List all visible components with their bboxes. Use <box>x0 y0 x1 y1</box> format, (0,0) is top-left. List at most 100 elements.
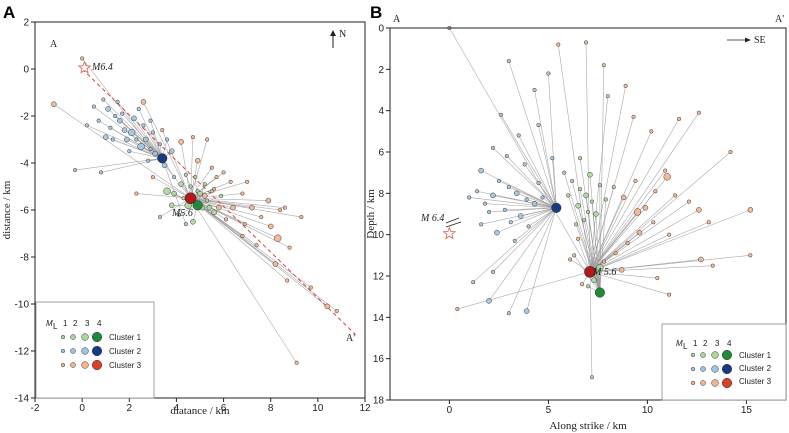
event-cluster-2-14 <box>526 224 531 229</box>
event-cluster-3-16 <box>651 220 656 225</box>
y-tick-label-8: 16 <box>373 354 385 365</box>
event-cluster-3-17 <box>282 205 287 210</box>
event-cluster-1-4 <box>575 202 581 209</box>
m64-arrow-line-1 <box>445 217 460 224</box>
event-cluster-1-2 <box>197 190 203 197</box>
link-cluster-2-34 <box>552 158 557 208</box>
link-cluster-2-12 <box>488 207 557 213</box>
legend-cluster-3-mag-1 <box>690 380 696 386</box>
mainshock-m64-star <box>77 60 92 74</box>
event-cluster-2-31 <box>490 269 496 274</box>
event-cluster-3-38 <box>568 257 573 262</box>
event-cluster-3-17 <box>636 229 643 236</box>
event-cluster-1-0 <box>570 178 575 183</box>
link-cluster-2-26 <box>138 108 163 159</box>
x-tick-label-2: 2 <box>127 403 133 414</box>
legend-cluster-1-mag-2 <box>700 352 706 358</box>
legend-ml-label: M <box>46 319 53 328</box>
event-cluster-3-10 <box>706 220 711 225</box>
event-cluster-3-29 <box>134 191 139 196</box>
link-cluster-3-33 <box>589 112 700 273</box>
event-cluster-3-39 <box>580 282 585 287</box>
event-cluster-3-23 <box>285 278 290 283</box>
link-cluster-3-29 <box>136 193 191 199</box>
event-cluster-2-30 <box>523 308 530 314</box>
link-cluster-3-35 <box>589 211 638 273</box>
event-cluster-3-16 <box>299 215 304 220</box>
event-cluster-2-21 <box>110 137 115 142</box>
event-cluster-3-34 <box>140 99 147 105</box>
event-cluster-3-21 <box>601 259 606 264</box>
link-cluster-3-5 <box>190 160 198 199</box>
event-cluster-1-4 <box>171 190 177 197</box>
event-cluster-1-18 <box>601 63 606 68</box>
y-tick-label-8: 2 <box>23 18 29 29</box>
event-cluster-3-19 <box>613 251 618 256</box>
event-cluster-2-15 <box>131 115 137 122</box>
event-cluster-2-25 <box>84 123 89 128</box>
event-cluster-1-15 <box>585 284 591 289</box>
event-cluster-1-11 <box>176 212 181 217</box>
link-cluster-3-23 <box>190 198 288 281</box>
event-cluster-1-7 <box>209 189 214 194</box>
event-cluster-2-35 <box>157 153 168 164</box>
event-cluster-1-12 <box>190 219 196 225</box>
link-cluster-2-7 <box>485 203 557 209</box>
event-cluster-2-12 <box>486 209 492 214</box>
legend-mag-3: 3 <box>715 339 720 348</box>
event-cluster-3-27 <box>583 40 589 45</box>
event-cluster-3-34 <box>663 173 671 181</box>
mainshock-m64-star-icon <box>442 226 457 240</box>
event-cluster-1-19 <box>578 156 583 161</box>
legend-cluster-2-mag-2 <box>700 366 706 372</box>
link-cluster-3-7 <box>589 195 676 273</box>
event-cluster-2-0 <box>101 97 106 102</box>
link-cluster-2-21 <box>518 135 557 208</box>
event-cluster-2-8 <box>134 137 139 142</box>
x-tick-label-3: 4 <box>174 403 180 414</box>
x-tick-label-7: 12 <box>359 403 371 414</box>
link-cluster-3-19 <box>190 197 234 208</box>
legend-cluster-3: Cluster 3 <box>109 361 142 370</box>
legend-cluster-3-mag-4 <box>91 359 103 371</box>
event-cluster-2-16 <box>120 111 125 116</box>
event-cluster-3-7 <box>673 193 678 198</box>
link-cluster-3-36 <box>589 265 713 273</box>
event-cluster-2-4 <box>531 200 538 207</box>
link-cluster-2-25 <box>86 125 163 159</box>
link-cluster-2-31 <box>150 120 163 159</box>
event-cluster-2-10 <box>143 136 149 143</box>
event-cluster-1-9 <box>163 187 171 195</box>
event-cluster-2-7 <box>124 136 130 143</box>
panel-a: A -2 0 2 4 6 8 10 12 -14-12-10-8-6-4-202 diatan… <box>1 3 371 417</box>
event-cluster-3-24 <box>589 375 595 380</box>
event-cluster-1-19 <box>181 196 186 201</box>
event-cluster-3-9 <box>228 179 233 184</box>
event-cluster-3-13 <box>267 223 274 230</box>
event-cluster-2-15 <box>494 229 500 236</box>
event-cluster-3-1 <box>51 101 57 107</box>
event-cluster-1-6 <box>593 211 599 217</box>
event-cluster-1-9 <box>587 171 593 178</box>
event-cluster-1-10 <box>597 183 602 188</box>
y-tick-label-2: 4 <box>378 106 384 117</box>
legend-mag-2: 2 <box>73 319 78 328</box>
event-cluster-3-26 <box>334 309 339 314</box>
legend-cluster-3: Cluster 3 <box>739 377 772 386</box>
event-cluster-3-1 <box>611 185 616 190</box>
event-cluster-2-22 <box>96 118 101 123</box>
event-cluster-2-20 <box>146 158 151 163</box>
event-cluster-2-21 <box>516 133 521 138</box>
event-cluster-1-20 <box>594 287 605 298</box>
event-cluster-3-19 <box>230 204 236 211</box>
link-cluster-3-16 <box>190 197 302 218</box>
event-cluster-3-18 <box>625 240 630 245</box>
event-cluster-1-7 <box>581 218 587 223</box>
link-cluster-3-4 <box>190 139 208 199</box>
event-cluster-3-15 <box>667 232 672 237</box>
event-cluster-3-6 <box>663 168 668 173</box>
link-cluster-2-29 <box>508 207 557 314</box>
legend-cluster-2-mag-4 <box>721 363 733 375</box>
y-tick-label-7: 14 <box>373 313 385 324</box>
